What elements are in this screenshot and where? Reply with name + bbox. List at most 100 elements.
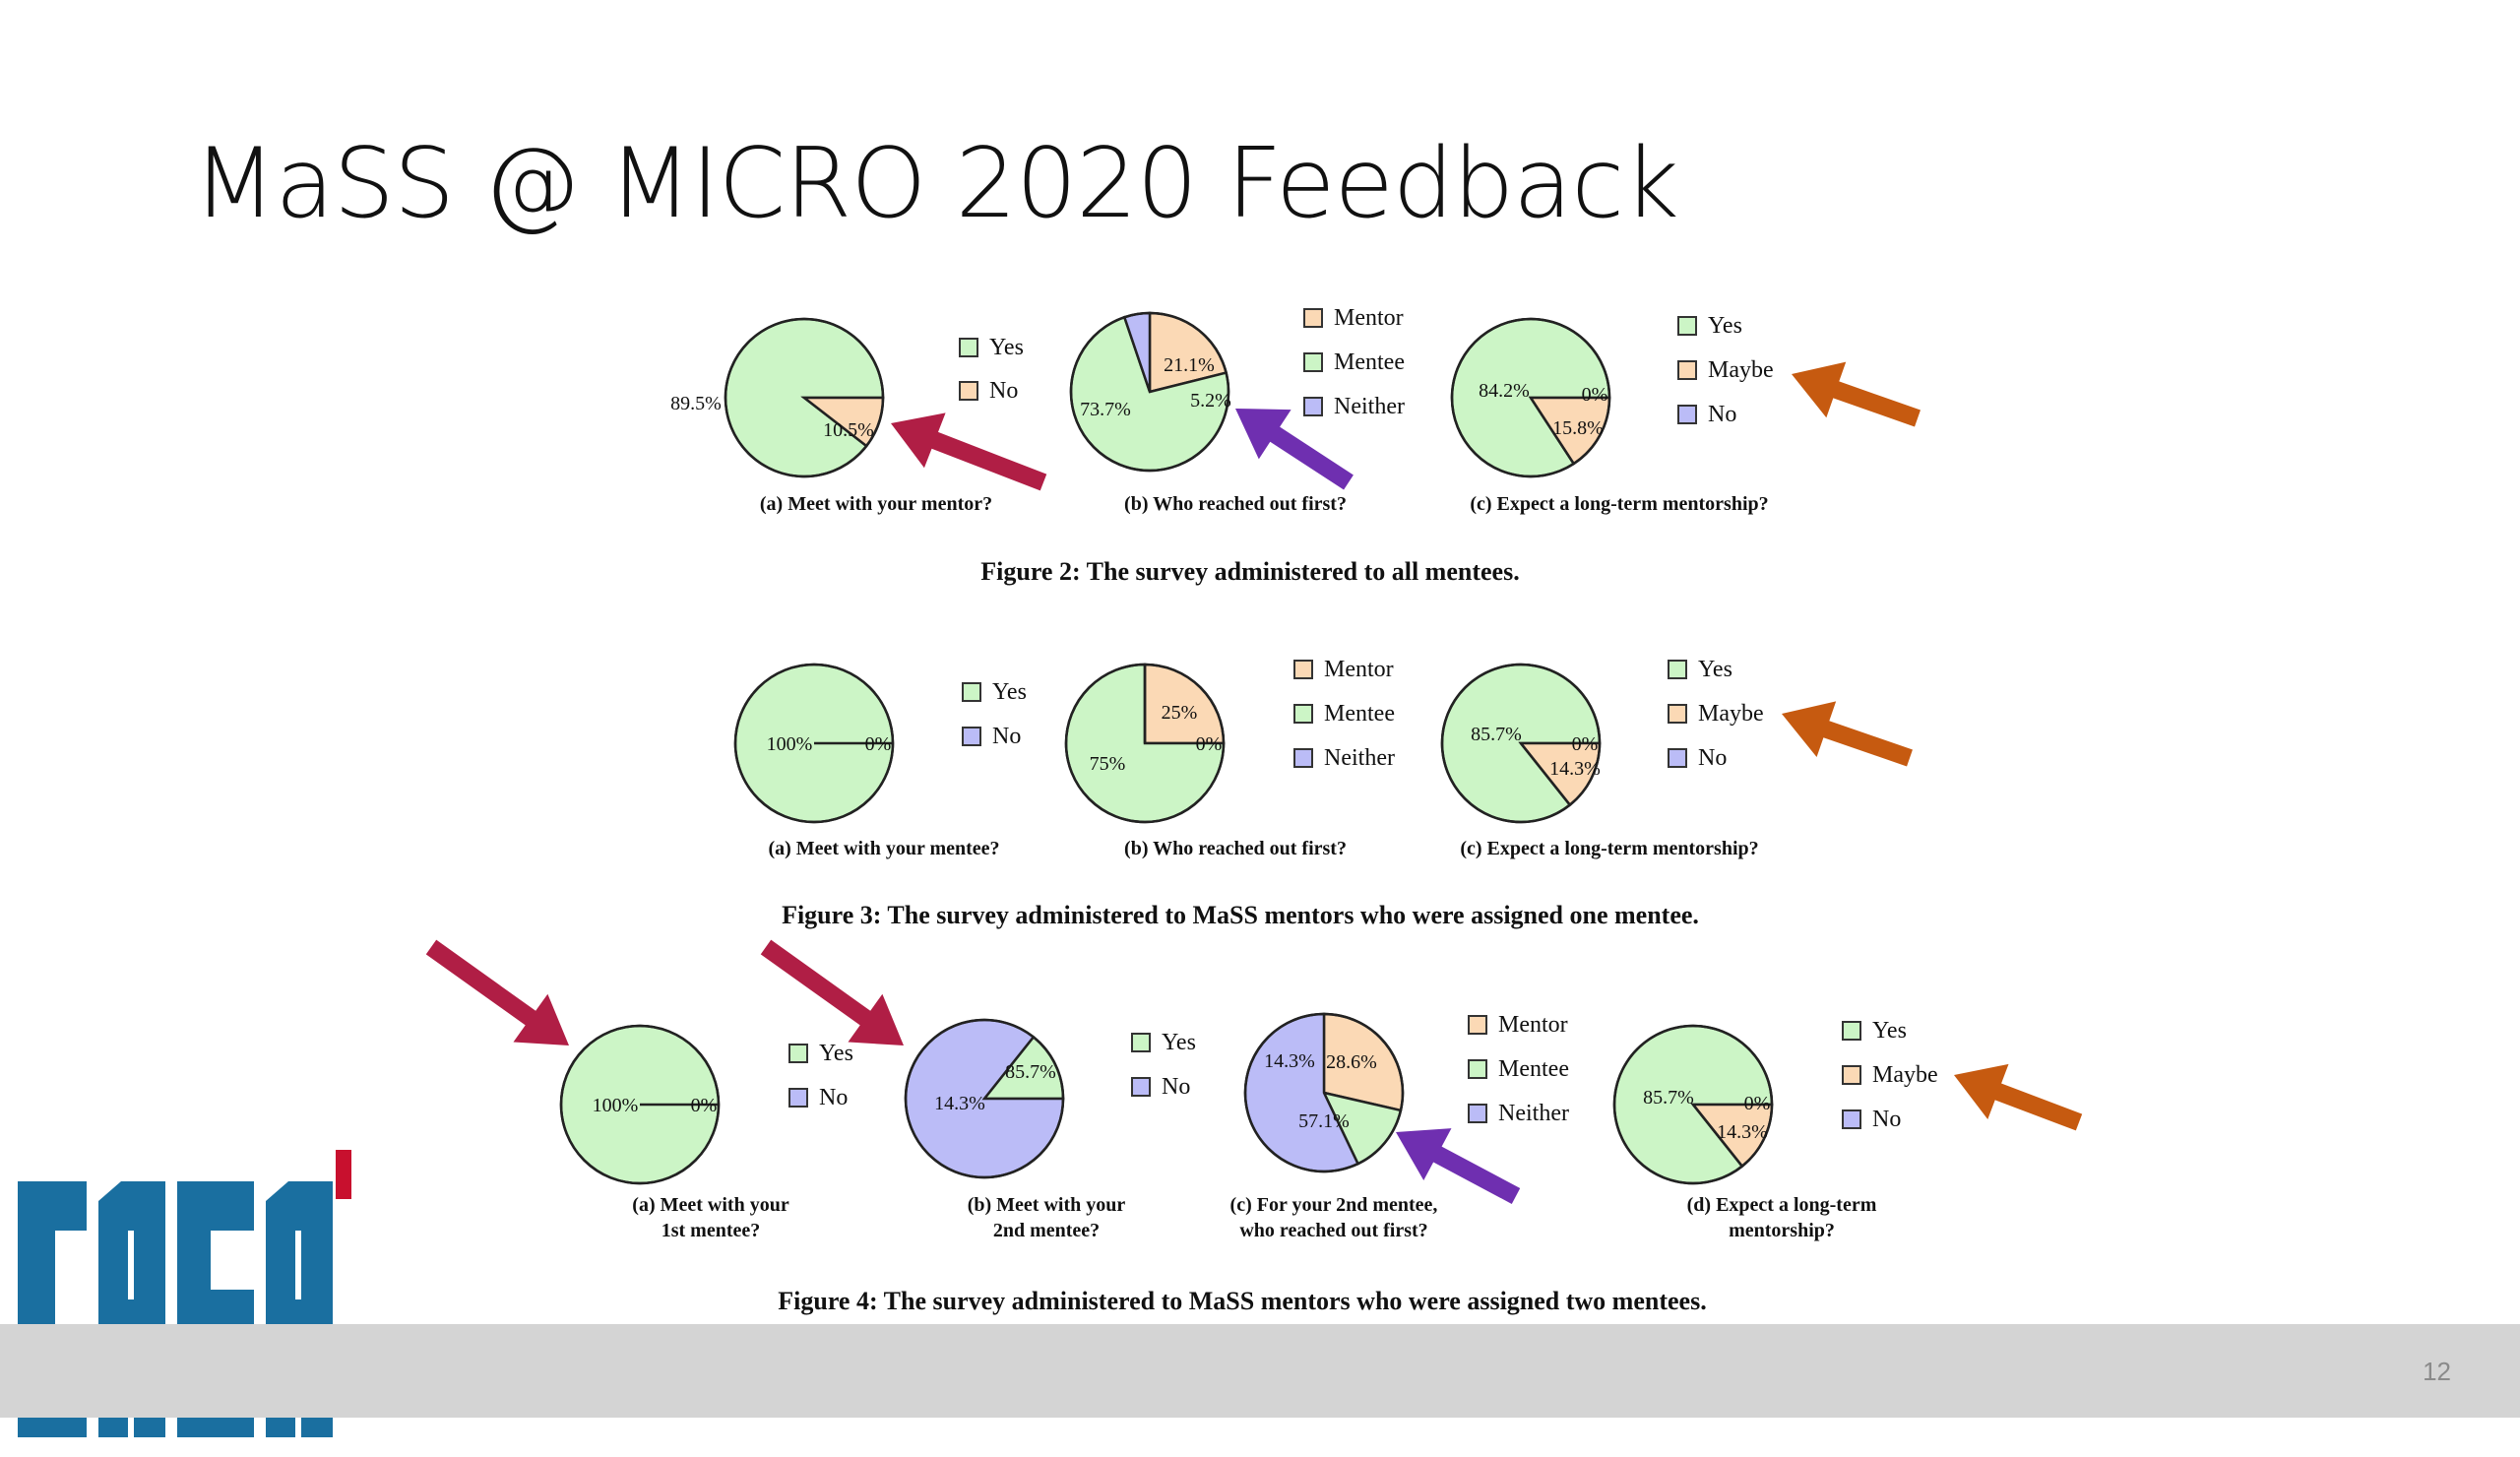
pie-6-slice-no <box>1520 742 1571 806</box>
pie-3-legend-maybe: Maybe <box>1708 357 1774 383</box>
pie-7-legend-no: No <box>819 1085 848 1110</box>
pie-9-label-neither: 57.1% <box>1298 1110 1350 1132</box>
pie-6-outline <box>1440 663 1602 824</box>
pie-10-label-yes: 85.7% <box>1643 1087 1694 1109</box>
pie-1-legend-swatch-yes <box>959 338 978 357</box>
pie-6-legend-no: No <box>1698 745 1727 771</box>
pie-2-legend-neither: Neither <box>1334 394 1405 419</box>
pie-1-caption: (a) Meet with your mentor? <box>760 493 992 515</box>
pie-4-label-yes: 100% <box>767 733 813 755</box>
pie-4-label-no: 0% <box>865 733 892 755</box>
figure-caption-3: Figure 3: The survey administered to MaS… <box>782 901 1699 929</box>
pie-4-legend-no: No <box>992 724 1021 749</box>
pie-5-legend-mentee: Mentee <box>1324 701 1395 727</box>
pie-7-legend-yes: Yes <box>819 1041 853 1066</box>
pie-9-legend-swatch-neither <box>1468 1104 1487 1123</box>
pie-7-caption: (a) Meet with your <box>632 1194 789 1216</box>
pie-3-legend-yes: Yes <box>1708 313 1742 339</box>
pie-6-label-no: 0% <box>1572 733 1599 755</box>
pie-8-caption: 2nd mentee? <box>993 1220 1100 1241</box>
figure-caption-4: Figure 4: The survey administered to MaS… <box>778 1287 1706 1315</box>
pie-3-outline <box>1450 317 1611 478</box>
pie-5-caption: (b) Who reached out first? <box>1124 838 1347 859</box>
pie-10-caption: (d) Expect a long-term <box>1687 1194 1877 1216</box>
pie-1-outline <box>724 317 885 478</box>
pie-5-label-neither: 0% <box>1196 733 1223 755</box>
pie-8-legend-swatch-yes <box>1131 1033 1151 1052</box>
pie-2-caption: (b) Who reached out first? <box>1124 493 1347 515</box>
pie-9-legend-swatch-mentee <box>1468 1059 1487 1079</box>
pie-charts-canvas: 89.5% 10.5% Yes No (a) Meet with your mentor… <box>425 305 2083 1315</box>
pie-2-legend-mentee: Mentee <box>1334 349 1405 375</box>
pie-4-legend-yes: Yes <box>992 679 1027 705</box>
pie-5-label-mentee: 75% <box>1090 753 1126 775</box>
pie-7-label-yes: 100% <box>593 1095 639 1116</box>
pie-3-legend-no: No <box>1708 402 1736 427</box>
arrow-crimson-fig4b <box>760 939 904 1045</box>
arrow-orange-fig4d <box>1954 1063 2083 1131</box>
pie-10-legend-no: No <box>1872 1107 1901 1132</box>
pie-3-label-yes: 84.2% <box>1479 380 1530 402</box>
arrow-crimson-fig2a <box>891 412 1047 491</box>
pie-7-legend-swatch-no <box>788 1088 808 1108</box>
pie-2-legend-swatch-mentee <box>1303 352 1323 372</box>
arrow-crimson-fig4a <box>425 939 569 1045</box>
pie-3-label-no: 0% <box>1582 384 1608 406</box>
pie-3-legend-swatch-maybe <box>1677 360 1697 380</box>
arrow-orange-fig2c <box>1792 361 1921 427</box>
pie-9-outline <box>1243 1012 1405 1173</box>
pie-5-outline <box>1064 663 1226 824</box>
pie-2-legend-swatch-neither <box>1303 397 1323 416</box>
pie-8-caption: (b) Meet with your <box>968 1194 1126 1216</box>
pie-8-legend-no: No <box>1162 1074 1190 1100</box>
logo-accent-mark <box>336 1150 351 1199</box>
pie-1-label-no: 10.5% <box>823 419 874 441</box>
pie-3-label-maybe: 15.8% <box>1552 417 1604 439</box>
pie-5-label-mentor: 25% <box>1162 702 1198 724</box>
pie-5-legend-swatch-mentee <box>1293 704 1313 724</box>
pie-2-label-neither: 5.2% <box>1190 390 1231 412</box>
pie-7-caption: 1st mentee? <box>662 1220 761 1241</box>
pie-8-outline <box>904 1018 1065 1179</box>
pie-6-label-maybe: 14.3% <box>1549 758 1601 780</box>
pie-6-legend-maybe: Maybe <box>1698 701 1764 727</box>
pie-8-legend-yes: Yes <box>1162 1030 1196 1055</box>
pie-8-legend-swatch-no <box>1131 1077 1151 1097</box>
pie-3-slice-no <box>1529 397 1575 465</box>
pie-4-legend-swatch-yes <box>962 682 981 702</box>
pie-1-legend-swatch-no <box>959 381 978 401</box>
pie-9-legend-mentor: Mentor <box>1498 1012 1568 1038</box>
pie-2-legend-swatch-mentor <box>1303 308 1323 328</box>
pie-7-label-no: 0% <box>691 1095 718 1116</box>
pie-9-label-mentor: 28.6% <box>1326 1051 1377 1073</box>
pie-7-legend-swatch-yes <box>788 1044 808 1063</box>
pie-2-outline <box>1069 311 1230 473</box>
pie-10-legend-swatch-no <box>1842 1109 1861 1129</box>
pie-10-legend-yes: Yes <box>1872 1018 1907 1044</box>
pie-4-outline <box>733 663 895 824</box>
slide: MaSS @ MICRO 2020 Feedback 89.5% 10.5% Yes… <box>0 128 2520 1437</box>
pie-9-caption: (c) For your 2nd mentee, <box>1230 1194 1438 1216</box>
arrow-purple-fig2b <box>1235 409 1354 490</box>
pie-10-legend-swatch-yes <box>1842 1021 1861 1041</box>
pie-9-caption: who reached out first? <box>1239 1220 1427 1241</box>
pie-6-caption: (c) Expect a long-term mentorship? <box>1460 838 1758 859</box>
pie-2-legend-mentor: Mentor <box>1334 305 1404 331</box>
page-number: 12 <box>2423 1357 2451 1386</box>
pie-5-legend-neither: Neither <box>1324 745 1395 771</box>
figure-caption-2: Figure 2: The survey administered to all… <box>980 557 1519 586</box>
pie-1-legend-no: No <box>989 378 1018 404</box>
pie-6-legend-swatch-no <box>1668 748 1687 768</box>
pie-10-label-no: 0% <box>1744 1093 1771 1114</box>
pie-6-legend-swatch-maybe <box>1668 704 1687 724</box>
pie-2-label-mentor: 21.1% <box>1164 354 1215 376</box>
arrow-orange-fig3c <box>1782 701 1913 767</box>
pie-4-legend-swatch-no <box>962 727 981 746</box>
pie-10-slice-no <box>1692 1104 1743 1168</box>
slide-title: MaSS @ MICRO 2020 Feedback <box>193 128 1679 240</box>
pie-1-label-yes: 89.5% <box>670 393 722 414</box>
pie-5-legend-swatch-mentor <box>1293 660 1313 679</box>
pie-6-legend-swatch-yes <box>1668 660 1687 679</box>
pie-1-legend-yes: Yes <box>989 335 1024 360</box>
pie-7-outline <box>559 1024 721 1185</box>
